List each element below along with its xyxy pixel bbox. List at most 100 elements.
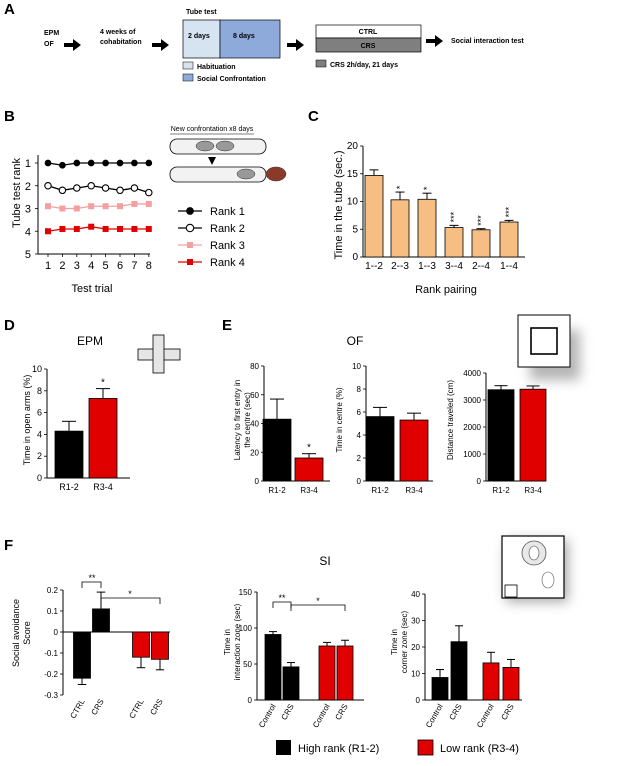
bar bbox=[417, 198, 437, 258]
sig-bracket: ** * bbox=[81, 573, 161, 604]
x-tick-label: R3-4 bbox=[405, 486, 423, 495]
open-field-icon bbox=[517, 314, 580, 380]
sig-marker: * bbox=[316, 596, 320, 606]
legend-low-label: Low rank (R3-4) bbox=[440, 743, 519, 755]
of-latency-bar-chart: 0 20 40 60 80 R1-2 * R3-4 bbox=[250, 362, 330, 495]
c-ylabel: Time in the tube (sec.) bbox=[333, 150, 345, 259]
data-point bbox=[131, 200, 138, 207]
y-tick-label: 150 bbox=[239, 588, 253, 597]
bar bbox=[73, 631, 91, 679]
y-tick-label: 0.2 bbox=[47, 586, 59, 595]
y-tick-label: 20 bbox=[411, 643, 420, 652]
y-tick-label: 15 bbox=[347, 169, 359, 180]
crs-label: CRS bbox=[361, 43, 376, 50]
bar bbox=[450, 641, 468, 701]
y-tick-label: 0 bbox=[37, 473, 42, 483]
y-tick-label: 8 bbox=[37, 386, 42, 396]
legend-low-swatch bbox=[417, 739, 434, 756]
y-tick-label: 10 bbox=[411, 670, 420, 679]
x-tick-label: 1 bbox=[45, 260, 51, 272]
panel-c: C Time in the tube (sec.) Rank pairing 0… bbox=[308, 108, 525, 296]
d-title: EPM bbox=[77, 334, 103, 348]
y-tick-label: 20 bbox=[250, 448, 259, 457]
y-tick-label: 6 bbox=[357, 408, 362, 417]
of-centre-bar-chart: 0 2 4 6 8 10 R1-2 R3-4 bbox=[352, 362, 433, 495]
data-point bbox=[73, 184, 81, 192]
tube-test-title: Tube test bbox=[186, 9, 217, 16]
e1-ylabel-line2: the centre (sec) bbox=[243, 392, 252, 448]
y-tick-label: 4 bbox=[357, 431, 362, 440]
data-point bbox=[87, 182, 95, 190]
data-point bbox=[101, 184, 110, 192]
data-point bbox=[73, 205, 80, 212]
x-tick-label: 7 bbox=[131, 260, 137, 272]
legend-crs-swatch bbox=[315, 59, 327, 68]
y-tick-label: 20 bbox=[347, 141, 359, 152]
box-crs bbox=[315, 37, 422, 53]
panel-e: E OF Latency to first entry in the centr… bbox=[222, 314, 580, 495]
step-of: OF bbox=[44, 41, 54, 48]
final-step: Social interaction test bbox=[451, 38, 524, 45]
data-point bbox=[59, 205, 66, 212]
data-point bbox=[73, 225, 80, 232]
epm-bar-chart: 0 2 4 6 8 10 R1-2 * R3-4 bbox=[32, 364, 130, 492]
x-tick-label: 5 bbox=[103, 260, 109, 272]
x-tick-label: 2--3 bbox=[391, 261, 409, 272]
data-point bbox=[117, 225, 123, 232]
f1-ylabel-line1: Social avoidance bbox=[11, 599, 21, 667]
y-tick-label: 8 bbox=[357, 385, 362, 394]
data-point bbox=[45, 203, 51, 210]
c-xlabel: Rank pairing bbox=[415, 284, 477, 296]
mouse-icon bbox=[265, 166, 287, 182]
mouse-icon bbox=[195, 140, 215, 152]
x-tick-label: R1-2 bbox=[59, 482, 79, 492]
bar bbox=[151, 631, 169, 660]
data-point bbox=[102, 203, 109, 210]
panel-letter-f: F bbox=[4, 537, 13, 554]
f-title: SI bbox=[319, 554, 330, 568]
x-tick-label: CRS bbox=[89, 698, 105, 717]
y-tick-label: 40 bbox=[411, 590, 420, 599]
bar bbox=[132, 631, 150, 658]
sig-marker: *** bbox=[449, 211, 459, 222]
x-tick-label: Control bbox=[311, 702, 332, 729]
data-point bbox=[116, 186, 124, 195]
panel-letter-a: A bbox=[4, 1, 15, 18]
y-tick-label: 3000 bbox=[463, 396, 481, 405]
bar bbox=[519, 388, 547, 482]
data-point bbox=[88, 223, 95, 230]
data-point bbox=[73, 159, 81, 167]
data-point bbox=[45, 228, 51, 235]
x-tick-label: 3 bbox=[74, 260, 80, 272]
data-point bbox=[145, 159, 153, 167]
sig-marker: * bbox=[395, 185, 405, 189]
sig-marker: * bbox=[307, 443, 311, 454]
bar bbox=[431, 677, 449, 701]
y-tick-label: 2 bbox=[37, 451, 42, 461]
bar bbox=[318, 645, 336, 701]
e2-ylabel: Time in centre (%) bbox=[335, 387, 344, 452]
legend-high-label: High rank (R1-2) bbox=[298, 743, 379, 755]
panel-letter-d: D bbox=[4, 317, 15, 334]
bar bbox=[390, 199, 410, 258]
y-tick-label: 2 bbox=[25, 181, 31, 193]
legend-label: Rank 2 bbox=[210, 223, 245, 235]
x-tick-label: R1-2 bbox=[268, 486, 286, 495]
bar bbox=[482, 662, 500, 701]
mouse-icon bbox=[215, 140, 235, 152]
panel-letter-c: C bbox=[308, 108, 319, 125]
bar bbox=[444, 227, 464, 258]
arrow-icon bbox=[152, 39, 169, 51]
legend-label: Rank 3 bbox=[210, 240, 245, 252]
y-tick-label: 0 bbox=[477, 477, 482, 486]
y-tick-label: 4000 bbox=[463, 369, 481, 378]
bar bbox=[264, 634, 282, 701]
data-point bbox=[102, 159, 109, 167]
bar bbox=[499, 221, 519, 258]
data-point bbox=[145, 188, 153, 197]
bar bbox=[365, 416, 395, 482]
crs-note: CRS 2h/day, 21 days bbox=[330, 62, 398, 69]
f3-ylabel-line1: Time in bbox=[390, 629, 399, 655]
